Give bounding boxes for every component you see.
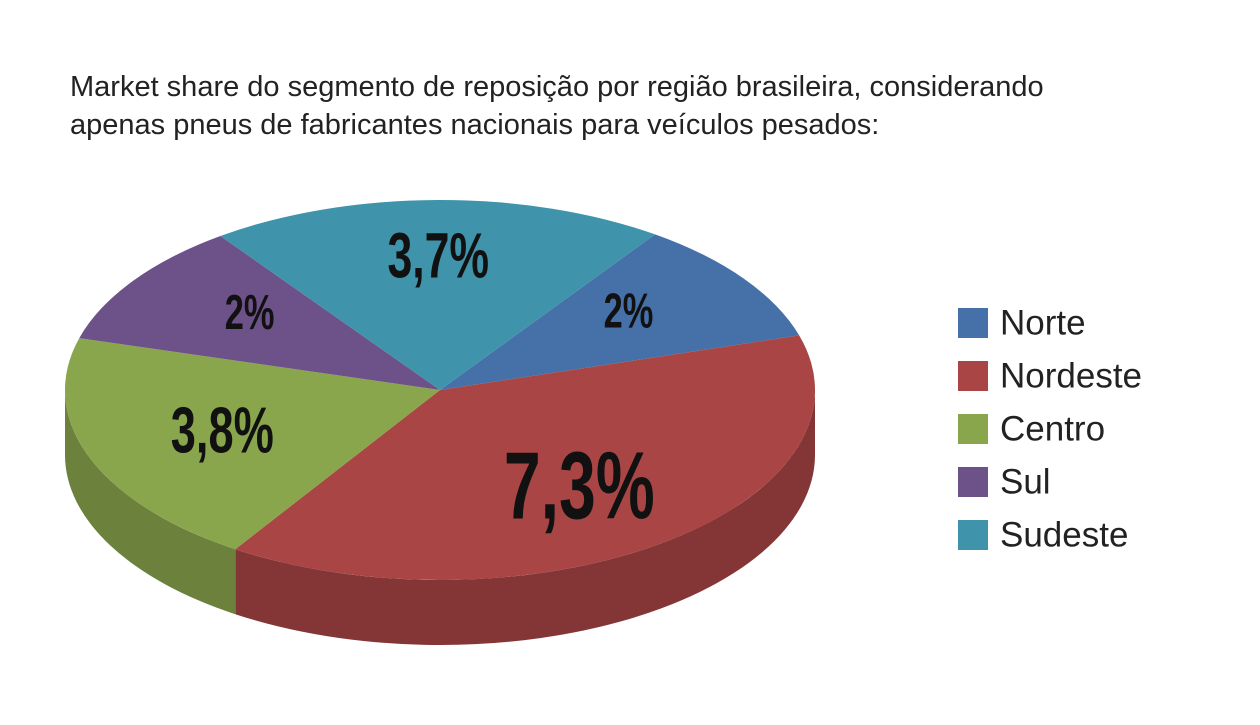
legend-label: Sudeste: [1000, 515, 1128, 554]
legend-swatch: [958, 361, 988, 391]
value-label: 7,3%: [504, 434, 655, 540]
value-label: 2%: [604, 283, 654, 339]
slice: [220, 200, 656, 390]
legend-swatch: [958, 308, 988, 338]
legend-label: Centro: [1000, 409, 1105, 448]
legend-label: Norte: [1000, 303, 1086, 342]
value-label: 2%: [225, 285, 275, 341]
slice: [79, 235, 440, 390]
slice: [235, 335, 816, 581]
legend-label: Nordeste: [1000, 356, 1142, 395]
slice: [440, 234, 800, 390]
slice-side: [235, 390, 815, 645]
legend-label: Sul: [1000, 462, 1051, 501]
chart-title: Market share do segmento de reposição po…: [70, 71, 1044, 141]
legend-swatch: [958, 467, 988, 497]
value-label: 3,7%: [387, 220, 489, 292]
slice: [64, 338, 440, 550]
legend-swatch: [958, 414, 988, 444]
legend-swatch: [958, 520, 988, 550]
slice-side: [65, 390, 236, 615]
value-label: 3,8%: [171, 393, 274, 466]
